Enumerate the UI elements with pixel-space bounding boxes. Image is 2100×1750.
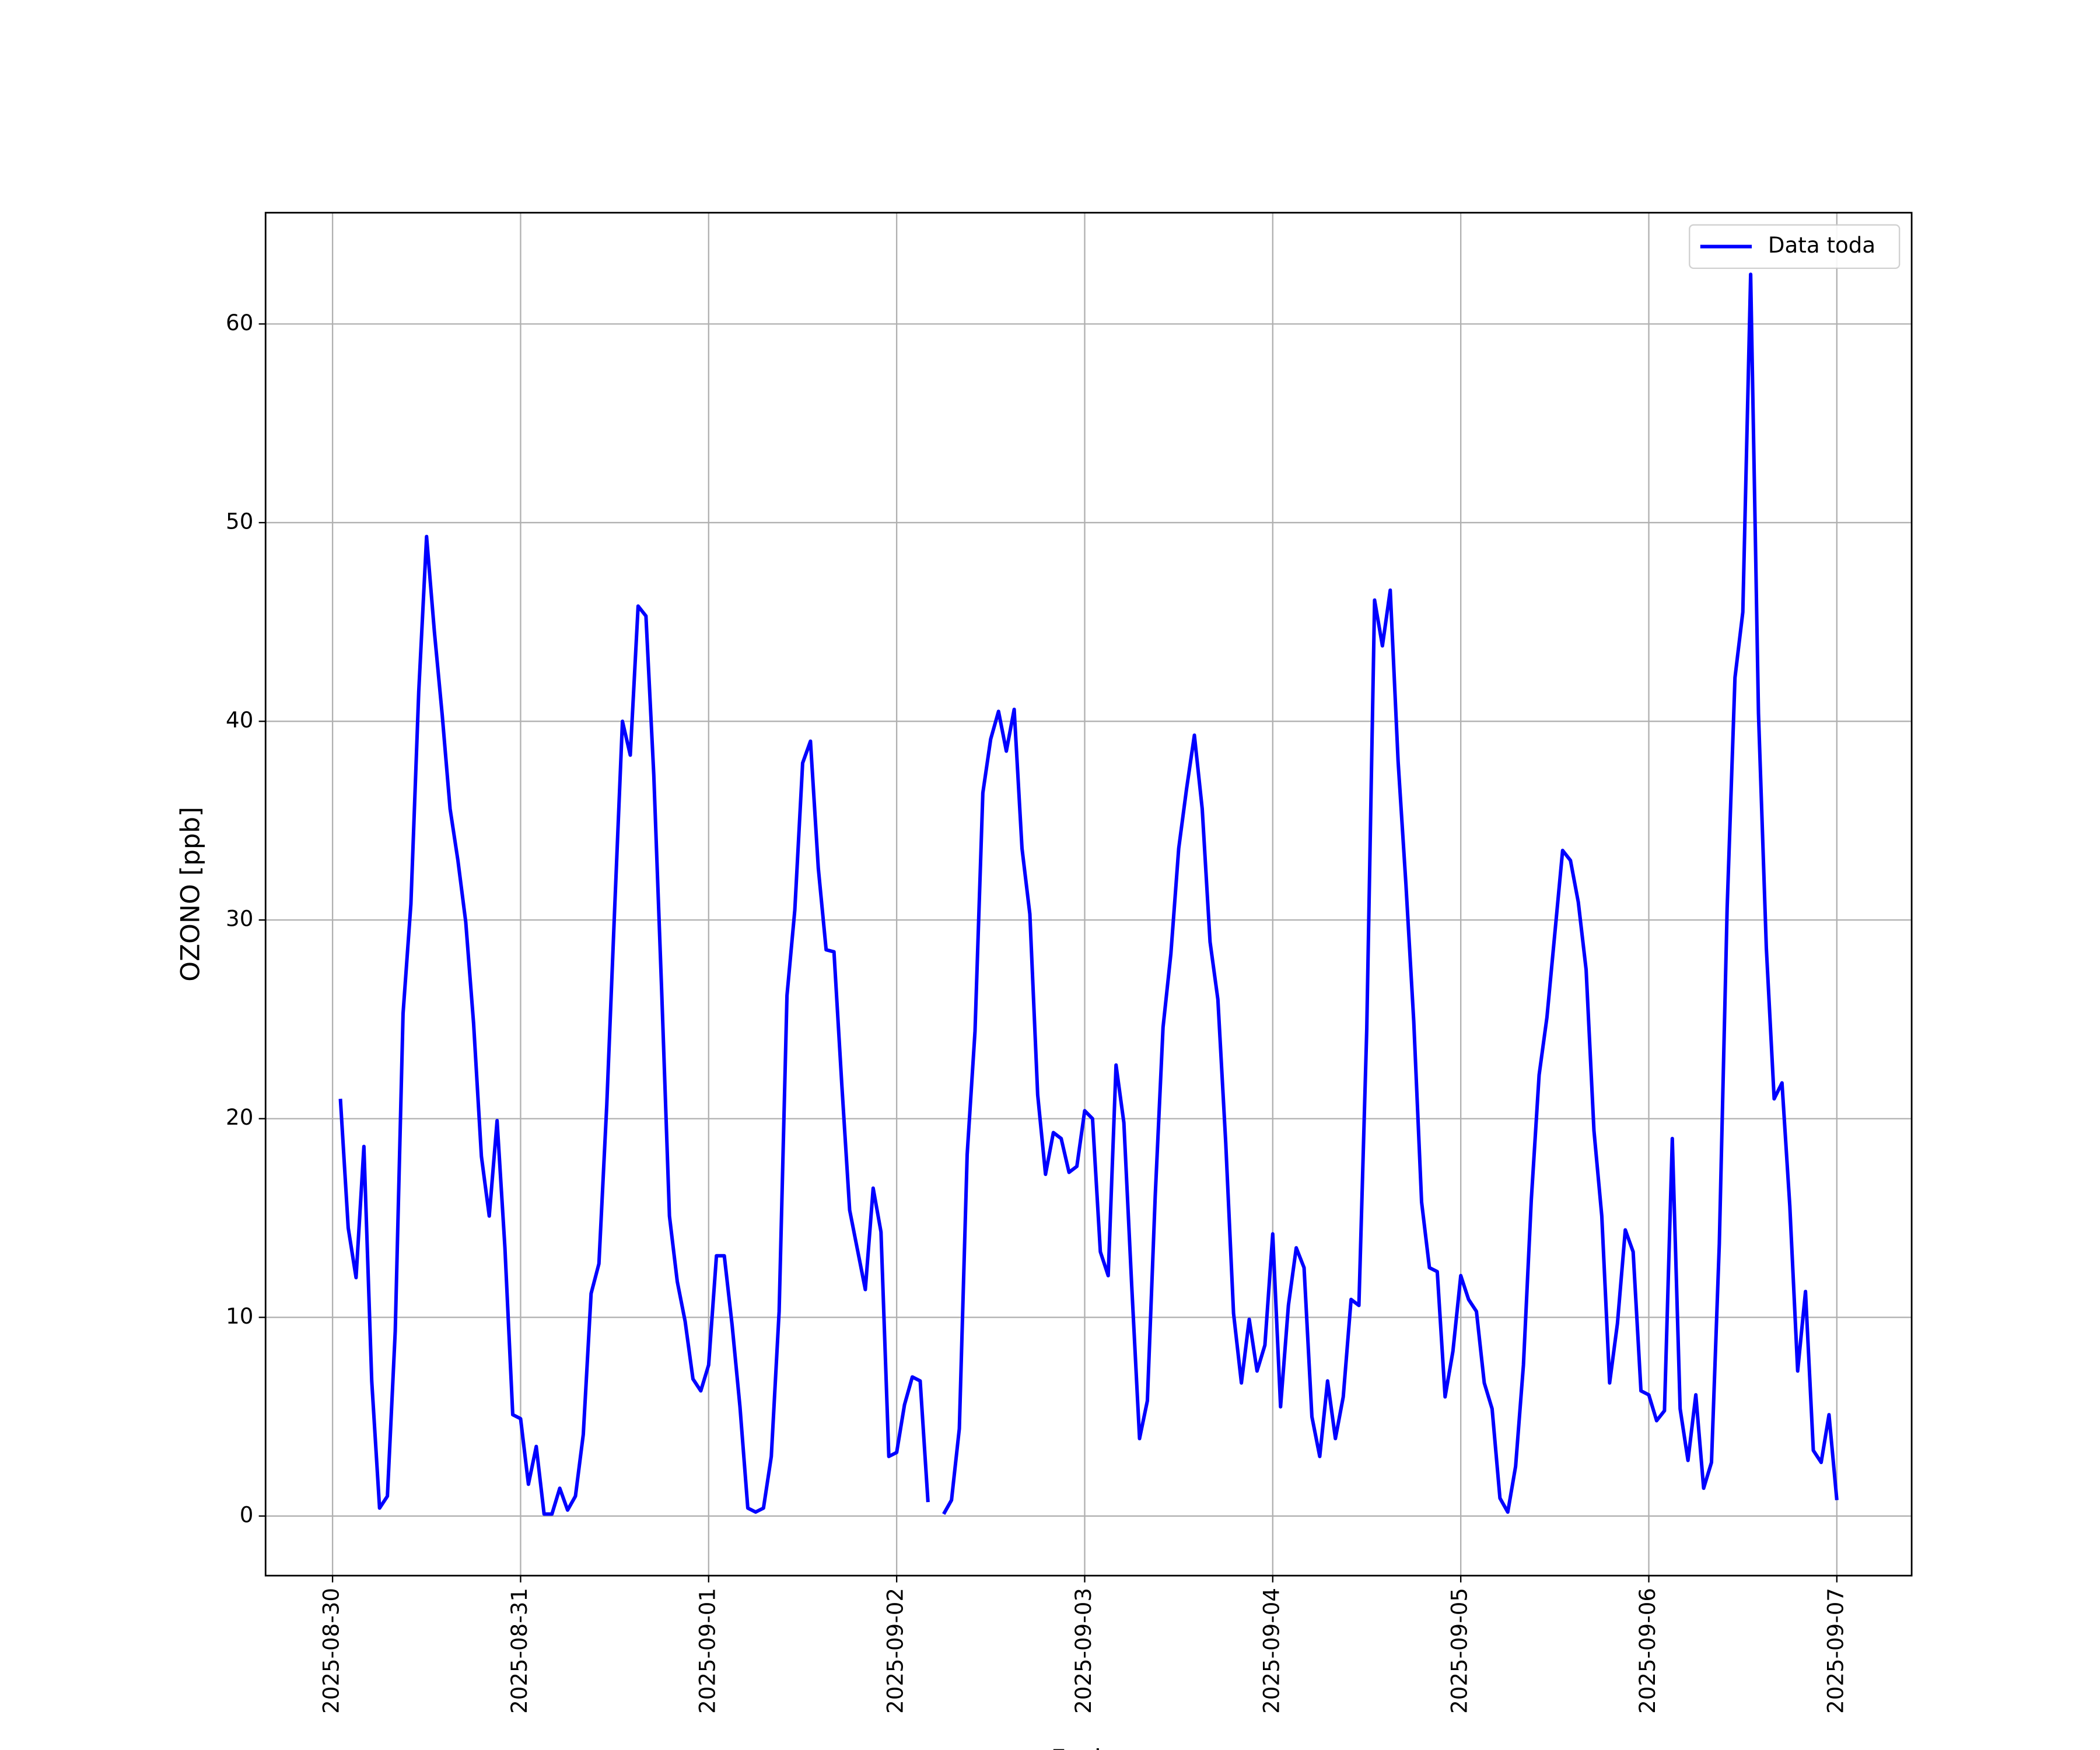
x-tick-label: 2025-09-07: [1823, 1588, 1848, 1714]
y-tick-label: 20: [226, 1105, 253, 1130]
x-tick-label: 2025-08-31: [507, 1588, 532, 1714]
data-line: [338, 272, 1839, 1516]
x-tick-label: 2025-09-02: [883, 1588, 908, 1714]
y-tick-label: 10: [226, 1304, 253, 1329]
x-axis-label: Fecha: [1051, 1745, 1126, 1750]
x-tick-label: 2025-09-03: [1071, 1588, 1096, 1714]
x-tick-label: 2025-09-04: [1259, 1588, 1284, 1714]
legend-label: Data toda: [1768, 233, 1875, 258]
x-tick-label: 2025-09-06: [1635, 1588, 1660, 1714]
x-tick-label: 2025-08-30: [319, 1588, 344, 1714]
legend-box: [1689, 224, 1901, 270]
y-tick-label: 60: [226, 310, 253, 335]
plot-frame: [264, 212, 1913, 1577]
y-tick-label: 30: [226, 907, 253, 932]
ticks: 0 10 20 30 40 50 60 2025-08-30 2025-08-31 2025-09…: [226, 310, 1848, 1714]
plot-lines: [338, 272, 1839, 1516]
y-axis-label: OZONO [ppb]: [176, 807, 205, 982]
x-tick-label: 2025-09-01: [695, 1588, 720, 1714]
x-tick-label: 2025-09-05: [1447, 1588, 1472, 1714]
y-tick-label: 50: [226, 509, 253, 534]
y-tick-label: 0: [240, 1502, 254, 1527]
legend: Data toda: [1689, 224, 1901, 270]
y-tick-label: 40: [226, 708, 253, 733]
